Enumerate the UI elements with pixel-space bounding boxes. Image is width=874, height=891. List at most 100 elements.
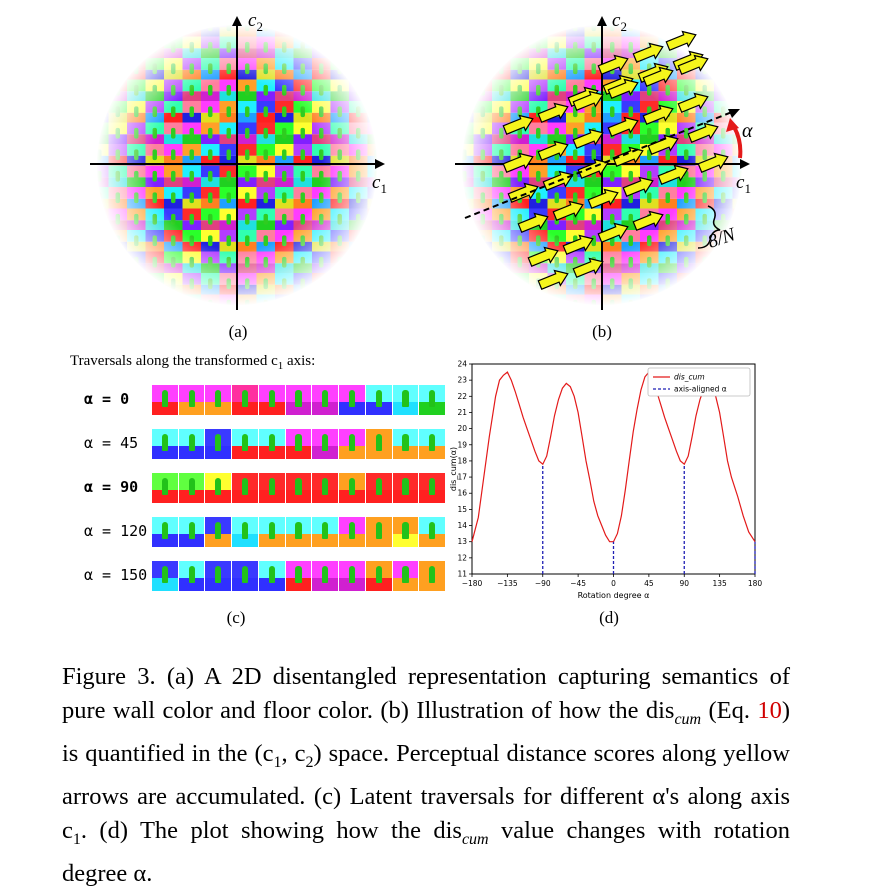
grid-tile-floor (510, 26, 529, 37)
grid-tile-object (337, 299, 342, 305)
traversal-tile (178, 517, 206, 547)
traversal-tile (392, 429, 420, 459)
grid-tile-object (115, 256, 120, 268)
panel-a-y-label: c2 (248, 10, 263, 34)
grid-tile-object (462, 63, 467, 75)
x-tick-label: 135 (712, 579, 727, 588)
grid-tile-floor (511, 306, 530, 315)
grid-tile-object (480, 63, 485, 75)
grid-tile-wall (164, 25, 183, 27)
traversal-tile (419, 517, 447, 547)
traversal-arrow (607, 116, 639, 137)
grid-tile-object (739, 278, 742, 290)
grid-tile-floor (714, 48, 733, 58)
grid-tile-floor (146, 306, 165, 315)
grid-tile-wall (732, 251, 742, 264)
y-tick-label: 22 (457, 392, 467, 401)
grid-tile-object (721, 41, 726, 53)
grid-tile-floor (462, 220, 474, 230)
grid-tile-object (97, 106, 102, 118)
grid-tile-object (115, 278, 120, 290)
traversal-arrow (572, 257, 604, 278)
traversal-tile (392, 385, 420, 415)
grid-tile-floor (367, 91, 377, 101)
grid-tile-floor (330, 48, 349, 58)
grid-tile-floor (97, 48, 109, 58)
traversal-tile (365, 517, 393, 547)
grid-tile-floor (677, 306, 696, 315)
grid-tile-floor (510, 284, 529, 295)
grid-tile-object (739, 213, 742, 225)
grid-tile-object (152, 299, 157, 305)
traversal-tile (285, 473, 313, 503)
grid-tile-floor (462, 284, 474, 295)
grid-tile-wall (462, 25, 474, 27)
traversal-tile (365, 429, 393, 459)
grid-tile-object (702, 25, 707, 32)
grid-tile-object (97, 213, 102, 225)
grid-tile-floor (696, 306, 715, 315)
traversal-arrow (677, 92, 709, 113)
grid-tile-object (134, 278, 139, 290)
grid-tile-floor (732, 284, 742, 295)
traversal-tile (312, 517, 340, 547)
grid-tile-floor (714, 306, 733, 315)
grid-tile-object (462, 213, 467, 225)
grid-tile-object (462, 299, 467, 305)
grid-tile-floor (127, 26, 146, 37)
grid-tile-wall (97, 25, 109, 27)
grid-tile-wall (473, 294, 492, 305)
grid-tile-object (517, 25, 522, 32)
traversal-arrow (677, 54, 709, 75)
grid-tile-wall (732, 294, 742, 305)
grid-tile-wall (529, 294, 548, 305)
traversal-tile (232, 429, 259, 459)
grid-tile-floor (145, 26, 164, 37)
grid-tile-wall (330, 273, 349, 285)
grid-tile-object (536, 299, 541, 305)
grid-tile-object (189, 299, 194, 305)
grid-tile-wall (97, 79, 109, 92)
grid-tile-wall (127, 25, 146, 27)
grid-tile-wall (473, 251, 492, 264)
grid-tile-floor (367, 241, 377, 252)
traversal-tile (258, 429, 286, 459)
grid-tile-wall (462, 273, 474, 285)
grid-tile-object (702, 41, 707, 53)
traversal-arrow (622, 176, 654, 197)
y-tick-label: 13 (457, 537, 467, 546)
grid-tile-object (480, 299, 485, 305)
grid-tile-floor (349, 48, 368, 58)
grid-tile-wall (108, 273, 127, 285)
y-tick-label: 15 (457, 505, 467, 514)
traversal-tile (152, 517, 179, 547)
traversal-arrow (537, 269, 569, 290)
grid-tile-wall (462, 294, 474, 305)
grid-tile-floor (462, 263, 474, 273)
traversal-tile (258, 517, 286, 547)
grid-tile-wall (182, 25, 201, 27)
grid-tile-floor (201, 306, 220, 315)
grid-tile-floor (164, 306, 183, 315)
grid-tile-wall (367, 25, 377, 27)
x-tick-label: 90 (679, 579, 689, 588)
grid-tile-object (374, 299, 377, 305)
grid-tile-floor (97, 26, 109, 37)
grid-tile-wall (367, 273, 377, 285)
grid-tile-floor (127, 284, 146, 295)
y-tick-label: 12 (457, 553, 467, 562)
grid-tile-wall (330, 25, 349, 27)
grid-tile-floor (622, 306, 641, 315)
grid-tile-wall (108, 58, 127, 70)
legend-label-axis-aligned: axis-aligned α (674, 385, 727, 394)
grid-tile-wall (732, 36, 742, 49)
traversal-tile (339, 385, 366, 415)
grid-tile-floor (462, 69, 474, 80)
grid-tile-floor (127, 48, 146, 58)
legend-box (647, 367, 751, 397)
x-tick-label: −45 (570, 579, 586, 588)
grid-tile-floor (677, 284, 696, 295)
grid-tile-floor (349, 306, 368, 315)
traversal-tile (339, 561, 366, 591)
grid-tile-object (97, 278, 102, 290)
